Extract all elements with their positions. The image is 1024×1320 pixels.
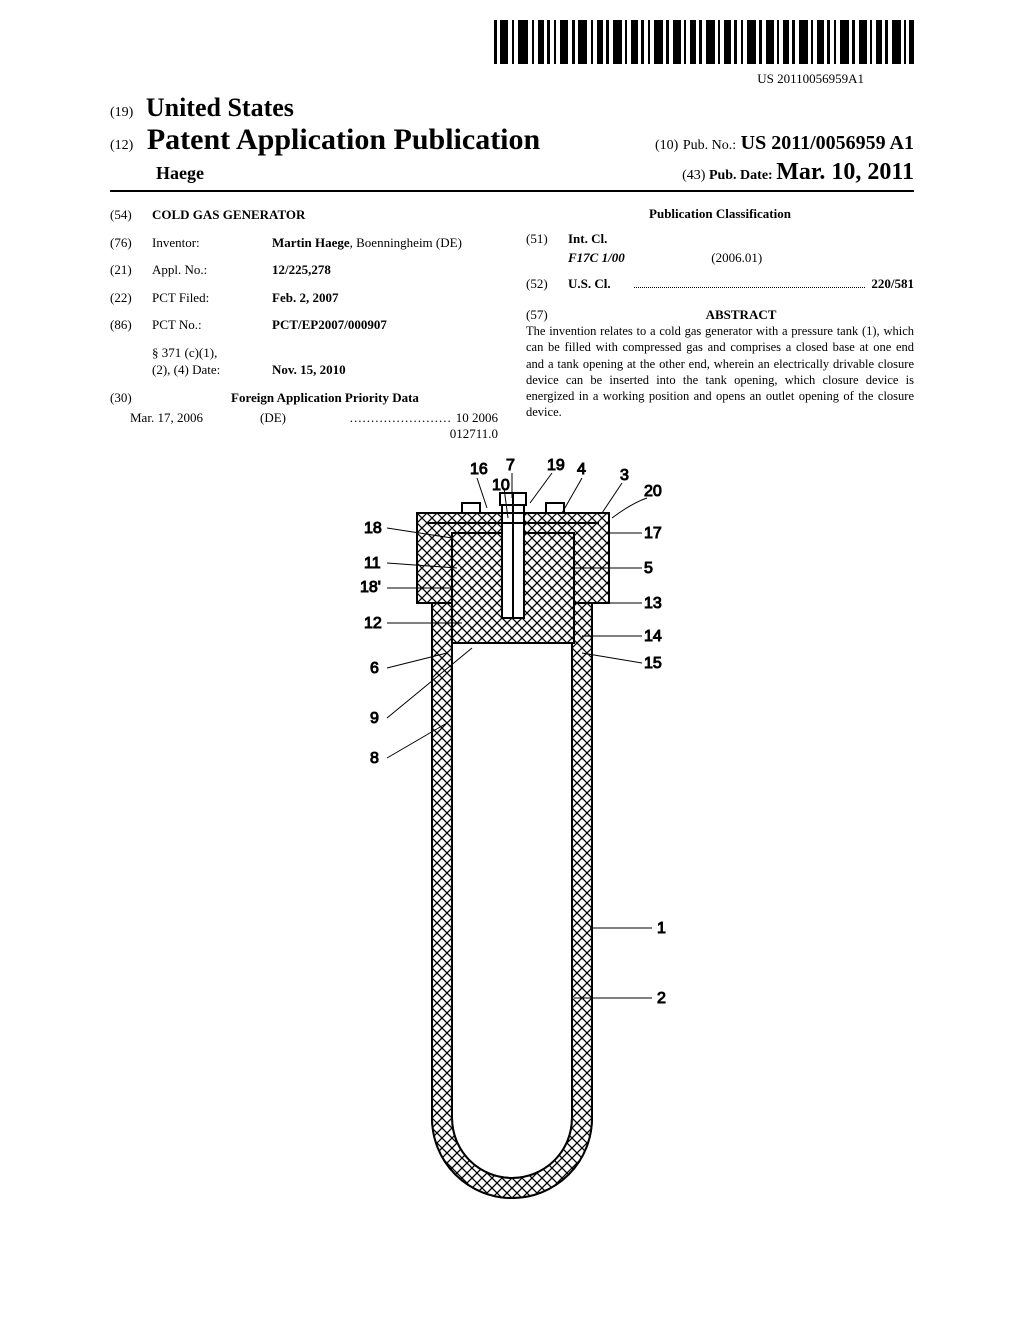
- uscl-value: 220/581: [871, 276, 914, 292]
- barcode-graphic: [494, 20, 914, 69]
- left-column: (54) COLD GAS GENERATOR (76) Inventor: M…: [110, 206, 498, 442]
- svg-text:9: 9: [370, 710, 379, 727]
- pub-no: US 2011/0056959 A1: [741, 132, 914, 154]
- pub-date-code: (43): [682, 168, 705, 183]
- invention-title: COLD GAS GENERATOR: [152, 206, 498, 224]
- uscl-leader-dots: [634, 278, 865, 288]
- svg-text:13: 13: [644, 595, 662, 612]
- country-code: (19): [110, 105, 133, 120]
- pct-no-code: (86): [110, 316, 152, 334]
- s371-label: § 371 (c)(1), (2), (4) Date:: [152, 344, 272, 379]
- svg-text:12: 12: [364, 615, 382, 632]
- svg-text:8: 8: [370, 750, 379, 767]
- svg-text:15: 15: [644, 655, 662, 672]
- svg-text:3: 3: [620, 467, 629, 484]
- svg-text:18: 18: [364, 520, 382, 537]
- intcl-class: F17C 1/00: [568, 250, 708, 266]
- intcl-date: (2006.01): [711, 250, 762, 265]
- barcode-block: US 20110056959A1: [110, 20, 914, 87]
- pub-date-label: Pub. Date:: [709, 168, 773, 183]
- pub-no-label: Pub. No.:: [683, 138, 736, 153]
- right-column: Publication Classification (51) Int. Cl.…: [526, 206, 914, 442]
- abstract-code: (57): [526, 306, 568, 324]
- doc-kind: Patent Application Publication: [147, 123, 540, 156]
- svg-text:7: 7: [506, 458, 515, 474]
- inventor-value: Martin Haege, Boenningheim (DE): [272, 234, 498, 252]
- inventor-location: , Boenningheim (DE): [350, 235, 462, 250]
- inventor-label: Inventor:: [152, 234, 272, 252]
- country-name: United States: [146, 93, 294, 122]
- abstract-text: The invention relates to a cold gas gene…: [526, 323, 914, 421]
- svg-text:5: 5: [644, 560, 653, 577]
- svg-text:14: 14: [644, 628, 662, 645]
- appl-label: Appl. No.:: [152, 261, 272, 279]
- intcl-label: Int. Cl.: [568, 231, 607, 246]
- pct-no-label: PCT No.:: [152, 316, 272, 334]
- foreign-number: 10 2006 012711.0: [330, 410, 498, 442]
- title-code: (54): [110, 206, 152, 224]
- doc-kind-code: (12): [110, 138, 133, 153]
- pct-no-value: PCT/EP2007/000907: [272, 316, 498, 334]
- inventor-code: (76): [110, 234, 152, 252]
- svg-text:17: 17: [644, 525, 662, 542]
- intcl-code: (51): [526, 230, 568, 248]
- bibliographic-columns: (54) COLD GAS GENERATOR (76) Inventor: M…: [110, 206, 914, 442]
- inventor-name: Martin Haege: [272, 235, 350, 250]
- svg-text:4: 4: [577, 461, 586, 478]
- pct-filed-code: (22): [110, 289, 152, 307]
- appl-code: (21): [110, 261, 152, 279]
- foreign-date: Mar. 17, 2006: [130, 410, 260, 442]
- svg-text:10: 10: [492, 477, 510, 494]
- foreign-code: (30): [110, 389, 152, 407]
- abstract-header: ABSTRACT: [568, 306, 914, 324]
- svg-text:6: 6: [370, 660, 379, 677]
- appl-value: 12/225,278: [272, 261, 498, 279]
- classification-header: Publication Classification: [526, 206, 914, 222]
- foreign-country: (DE): [260, 410, 330, 442]
- s371-value: Nov. 15, 2010: [272, 361, 498, 379]
- pub-date: Mar. 10, 2011: [776, 159, 914, 185]
- author-surname: Haege: [110, 163, 204, 184]
- foreign-header: Foreign Application Priority Data: [152, 389, 498, 407]
- pct-filed-label: PCT Filed:: [152, 289, 272, 307]
- pct-filed-value: Feb. 2, 2007: [272, 289, 498, 307]
- svg-text:20: 20: [644, 483, 662, 500]
- svg-text:1: 1: [657, 920, 666, 937]
- barcode-id-text: US 20110056959A1: [110, 71, 914, 87]
- pub-no-code: (10): [655, 138, 678, 153]
- svg-text:11: 11: [364, 555, 381, 572]
- svg-text:16: 16: [470, 461, 488, 478]
- uscl-label: U.S. Cl.: [568, 276, 628, 292]
- svg-text:18': 18': [360, 579, 381, 596]
- svg-text:19: 19: [547, 458, 565, 474]
- svg-text:2: 2: [657, 990, 666, 1007]
- uscl-code: (52): [526, 276, 568, 292]
- patent-figure: 18 11 18' 12 6 9 8 16 7 19 10 4 3 20 17 …: [110, 458, 914, 1243]
- header-block: (19) United States (12) Patent Applicati…: [110, 93, 914, 192]
